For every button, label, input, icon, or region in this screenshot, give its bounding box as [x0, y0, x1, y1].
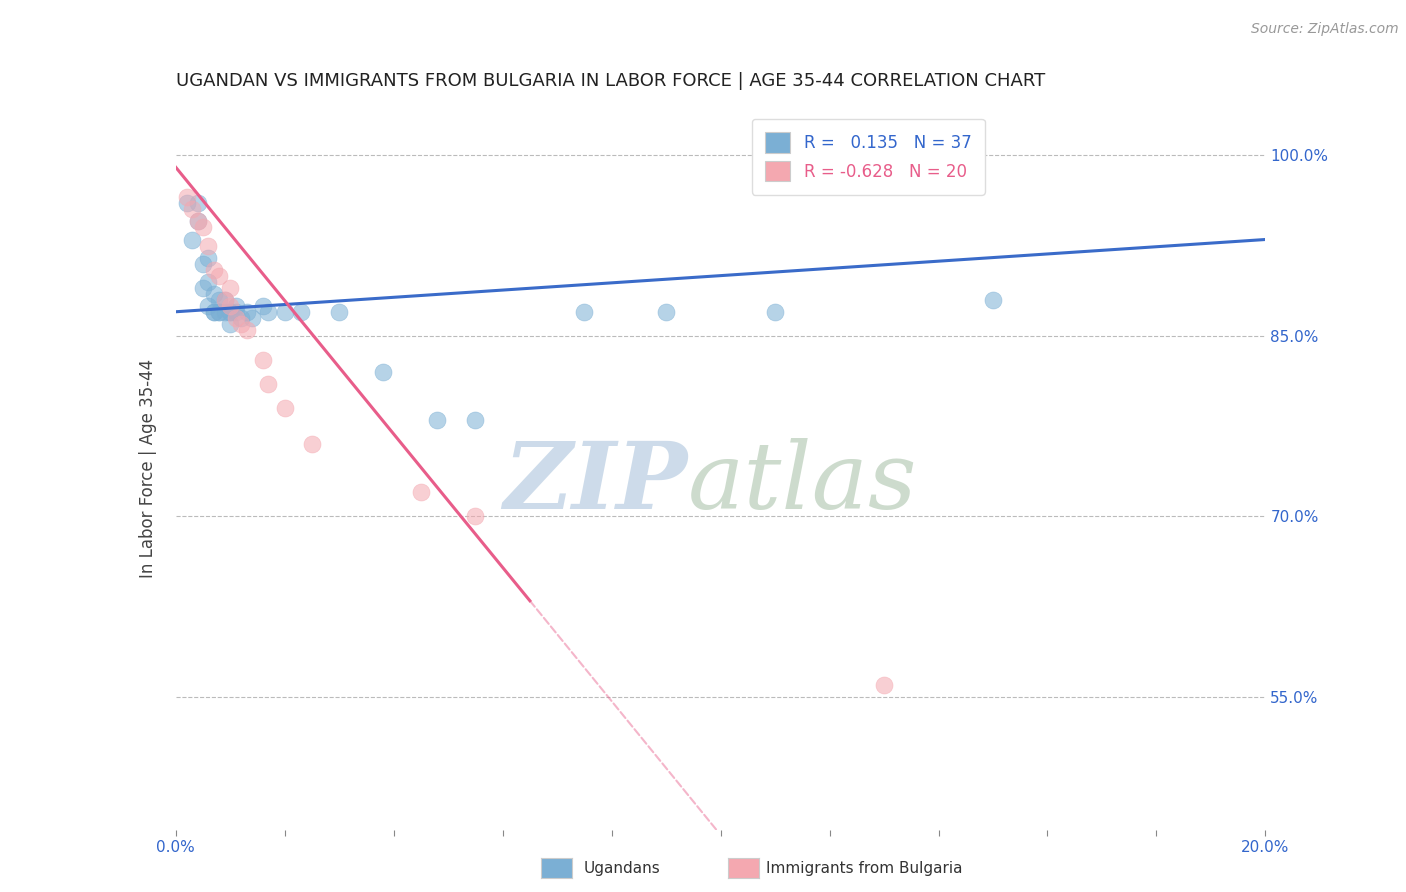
- Point: [763, 305, 786, 319]
- Point: [214, 293, 236, 307]
- Point: [290, 305, 312, 319]
- Point: [252, 353, 274, 368]
- Point: [208, 293, 231, 307]
- Text: atlas: atlas: [688, 438, 917, 528]
- Point: [257, 376, 280, 391]
- Point: [225, 305, 247, 319]
- Point: [274, 401, 297, 416]
- Point: [231, 310, 253, 325]
- Point: [371, 365, 394, 379]
- Point: [257, 305, 280, 319]
- Point: [214, 293, 236, 307]
- Point: [181, 232, 204, 246]
- Point: [225, 299, 247, 313]
- Point: [208, 305, 231, 319]
- Point: [181, 202, 204, 217]
- Point: [197, 275, 219, 289]
- Text: Ugandans: Ugandans: [583, 862, 661, 876]
- Point: [202, 286, 225, 301]
- Point: [225, 310, 247, 325]
- Point: [873, 678, 896, 692]
- Point: [191, 281, 214, 295]
- Point: [186, 214, 209, 228]
- Point: [409, 485, 432, 500]
- Point: [328, 305, 350, 319]
- Legend: R =   0.135   N = 37, R = -0.628   N = 20: R = 0.135 N = 37, R = -0.628 N = 20: [752, 119, 984, 194]
- Point: [208, 268, 231, 283]
- Point: [208, 305, 231, 319]
- Point: [176, 190, 198, 204]
- Point: [301, 437, 323, 451]
- Point: [197, 251, 219, 265]
- Point: [219, 305, 242, 319]
- Point: [197, 238, 219, 252]
- Y-axis label: In Labor Force | Age 35-44: In Labor Force | Age 35-44: [139, 359, 157, 578]
- Text: ZIP: ZIP: [503, 438, 688, 528]
- Point: [219, 299, 242, 313]
- Point: [202, 305, 225, 319]
- Point: [186, 214, 209, 228]
- Text: Immigrants from Bulgaria: Immigrants from Bulgaria: [766, 862, 963, 876]
- Point: [191, 220, 214, 235]
- Point: [186, 196, 209, 211]
- Point: [231, 317, 253, 331]
- Point: [219, 317, 242, 331]
- Text: Source: ZipAtlas.com: Source: ZipAtlas.com: [1251, 22, 1399, 37]
- Point: [426, 413, 449, 427]
- Point: [235, 305, 257, 319]
- Point: [464, 413, 486, 427]
- Point: [981, 293, 1004, 307]
- Point: [219, 281, 242, 295]
- Point: [197, 299, 219, 313]
- Point: [191, 257, 214, 271]
- Point: [202, 262, 225, 277]
- Point: [176, 196, 198, 211]
- Point: [252, 299, 274, 313]
- Point: [202, 305, 225, 319]
- Point: [240, 310, 263, 325]
- Point: [219, 305, 242, 319]
- Text: UGANDAN VS IMMIGRANTS FROM BULGARIA IN LABOR FORCE | AGE 35-44 CORRELATION CHART: UGANDAN VS IMMIGRANTS FROM BULGARIA IN L…: [176, 72, 1045, 90]
- Point: [235, 323, 257, 337]
- Point: [574, 305, 596, 319]
- Point: [214, 305, 236, 319]
- Point: [655, 305, 678, 319]
- Point: [464, 509, 486, 524]
- Point: [274, 305, 297, 319]
